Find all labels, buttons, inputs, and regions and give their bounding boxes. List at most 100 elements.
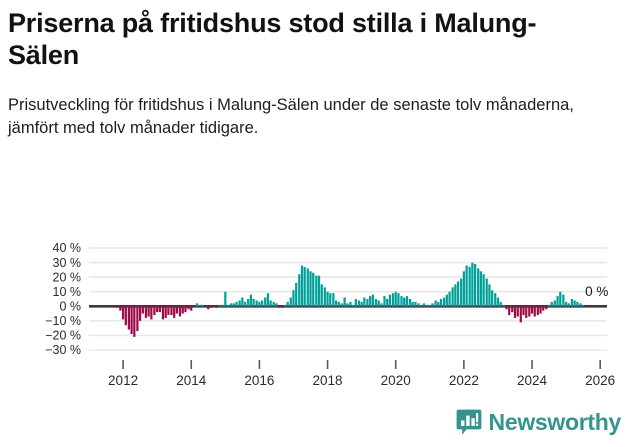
bar	[116, 306, 119, 308]
bar	[474, 264, 477, 307]
bar	[499, 301, 502, 307]
bar	[425, 304, 429, 307]
bar	[266, 293, 270, 307]
bar	[261, 300, 264, 307]
bar	[434, 300, 437, 307]
y-axis-tick-label: 0 %	[59, 299, 81, 313]
bar	[309, 271, 312, 307]
bar	[579, 303, 582, 307]
bar	[278, 306, 281, 308]
y-axis-tick-label: −10 %	[45, 314, 81, 328]
bar	[354, 299, 357, 307]
bar	[542, 306, 545, 311]
bar	[187, 306, 190, 310]
bar	[371, 294, 374, 307]
y-axis-tick-label: 10 %	[53, 285, 82, 299]
bar	[343, 297, 346, 307]
bar	[403, 297, 406, 307]
bar	[326, 291, 329, 307]
bar	[170, 306, 173, 316]
bar	[570, 299, 574, 307]
y-axis-tick-label: 30 %	[53, 256, 82, 270]
bar	[471, 262, 474, 307]
bar	[502, 304, 505, 307]
bar	[238, 300, 241, 307]
bar	[369, 296, 372, 307]
bar	[439, 299, 443, 307]
bar	[264, 297, 267, 307]
bar	[553, 300, 556, 307]
bar	[547, 304, 551, 307]
bar	[488, 284, 491, 307]
bar	[139, 306, 142, 321]
bar	[173, 306, 176, 318]
bar	[366, 299, 369, 307]
y-axis-tick-label: −30 %	[45, 343, 81, 357]
bar	[300, 265, 304, 307]
bar	[201, 304, 204, 307]
bar	[269, 300, 272, 307]
bar	[156, 306, 159, 313]
bar	[565, 301, 568, 307]
bar	[281, 306, 284, 308]
chart-footer: Newsworthy	[0, 406, 631, 447]
bar	[511, 306, 514, 313]
bar-chart: 40 %30 %20 %10 %0 %−10 %−20 %−30 %2012 20…	[45, 241, 615, 388]
bar	[255, 300, 258, 307]
bar	[491, 290, 494, 307]
bar	[482, 274, 485, 307]
bar	[334, 300, 338, 307]
bar	[559, 291, 562, 307]
bar	[360, 301, 363, 307]
page-title: Priserna på fritidshus stod stilla i Mal…	[8, 8, 537, 70]
bar	[349, 301, 352, 307]
bar	[184, 306, 187, 313]
bar	[190, 306, 193, 311]
bar	[383, 296, 386, 307]
bar	[195, 303, 199, 307]
bar	[133, 306, 136, 337]
bar	[136, 306, 139, 332]
bar	[508, 306, 511, 316]
bar	[386, 299, 389, 307]
bar	[272, 301, 275, 307]
bar	[465, 265, 468, 307]
bar	[377, 300, 380, 307]
bar	[388, 294, 392, 307]
y-axis-tick-label: 20 %	[53, 270, 82, 284]
bar	[181, 306, 184, 314]
bar	[437, 301, 440, 307]
bar	[158, 306, 161, 313]
bar	[141, 306, 144, 314]
bar	[445, 294, 448, 307]
x-axis-tick-label: 2020	[381, 373, 411, 388]
bar	[127, 306, 130, 330]
bar-chart-speech-bubble-icon	[456, 409, 481, 435]
bar	[224, 291, 227, 307]
bar	[400, 296, 403, 307]
bar	[337, 301, 340, 307]
bar	[247, 299, 250, 307]
bar	[528, 306, 531, 317]
bar	[218, 304, 221, 307]
bar	[582, 304, 585, 307]
bar	[289, 297, 292, 307]
bar	[462, 271, 465, 307]
newsworthy-logo[interactable]: Newsworthy	[456, 409, 621, 436]
bar	[130, 306, 133, 334]
bar	[295, 282, 298, 307]
bar	[556, 296, 559, 307]
y-axis-tick-label: 40 %	[53, 241, 82, 255]
chart-page: Priserna på fritidshus stod stilla i Mal…	[0, 8, 631, 447]
y-axis-tick-label: −20 %	[45, 329, 81, 343]
bar	[317, 275, 321, 307]
bar	[306, 268, 309, 307]
bar	[454, 284, 457, 307]
bar	[428, 304, 431, 307]
bar	[408, 299, 412, 307]
bar	[443, 297, 446, 307]
bar	[320, 284, 323, 307]
bar	[417, 303, 420, 307]
bar	[243, 301, 247, 307]
bar	[380, 303, 383, 307]
